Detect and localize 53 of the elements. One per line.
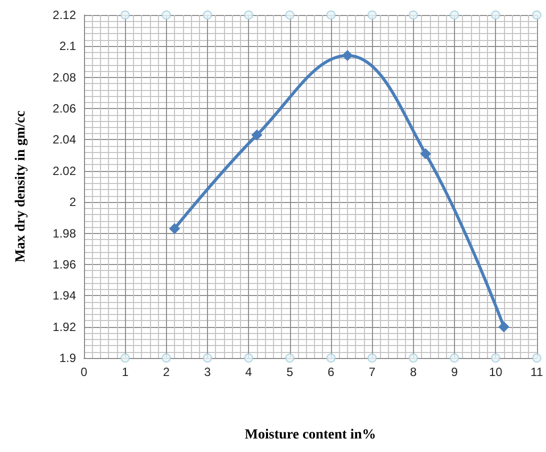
y-axis-title: Max dry density in gm/cc bbox=[14, 110, 28, 262]
point bbox=[498, 321, 510, 332]
y-tick-label: 2.1 bbox=[59, 39, 76, 54]
point bbox=[342, 50, 353, 62]
point bbox=[450, 10, 460, 20]
point bbox=[368, 353, 377, 363]
point bbox=[326, 353, 336, 363]
y-tick-label: 2 bbox=[69, 195, 76, 210]
y-tick-label: 1.9 bbox=[59, 351, 76, 365]
x-tick-label: 6 bbox=[328, 365, 335, 379]
point bbox=[532, 10, 542, 20]
point bbox=[491, 10, 500, 20]
x-tick-label: 10 bbox=[488, 365, 503, 379]
x-tick-label: 0 bbox=[80, 365, 88, 379]
x-tick-label: 8 bbox=[410, 365, 417, 379]
x-axis-title: Moisture content in% bbox=[244, 428, 376, 442]
point bbox=[491, 353, 500, 363]
point bbox=[244, 10, 254, 20]
point bbox=[162, 353, 171, 363]
point bbox=[202, 353, 212, 363]
y-tick-label: 1.98 bbox=[52, 226, 76, 240]
x-tick-label: 1 bbox=[122, 365, 129, 379]
y-tick-label: 2.02 bbox=[52, 164, 76, 178]
point bbox=[450, 353, 460, 363]
y-tick-label: 2.12 bbox=[52, 8, 76, 22]
point bbox=[244, 353, 254, 363]
x-tick-label: 3 bbox=[204, 365, 212, 379]
point bbox=[120, 353, 130, 363]
point bbox=[120, 10, 130, 20]
point bbox=[408, 10, 418, 20]
point bbox=[326, 10, 336, 20]
x-tick-label: 5 bbox=[286, 365, 294, 379]
x-tick-label: 2 bbox=[162, 365, 170, 379]
point bbox=[169, 223, 180, 234]
point bbox=[162, 10, 171, 20]
point bbox=[532, 353, 542, 363]
x-tick-label: 11 bbox=[530, 365, 544, 379]
point bbox=[285, 353, 294, 363]
x-tick-label: 4 bbox=[245, 365, 252, 379]
point bbox=[202, 10, 212, 20]
y-tick-label: 1.96 bbox=[52, 257, 76, 272]
point bbox=[285, 10, 294, 20]
point bbox=[420, 148, 432, 160]
y-tick-label: 1.92 bbox=[52, 320, 76, 334]
x-tick-label: 7 bbox=[368, 365, 376, 379]
y-tick-label: 2.08 bbox=[52, 70, 76, 84]
point bbox=[408, 353, 418, 363]
point bbox=[251, 130, 262, 141]
y-tick-label: 2.04 bbox=[52, 132, 76, 147]
x-tick-label: 9 bbox=[451, 365, 458, 379]
y-tick-label: 2.06 bbox=[52, 102, 76, 116]
y-tick-label: 1.94 bbox=[52, 288, 76, 303]
point bbox=[368, 10, 377, 20]
